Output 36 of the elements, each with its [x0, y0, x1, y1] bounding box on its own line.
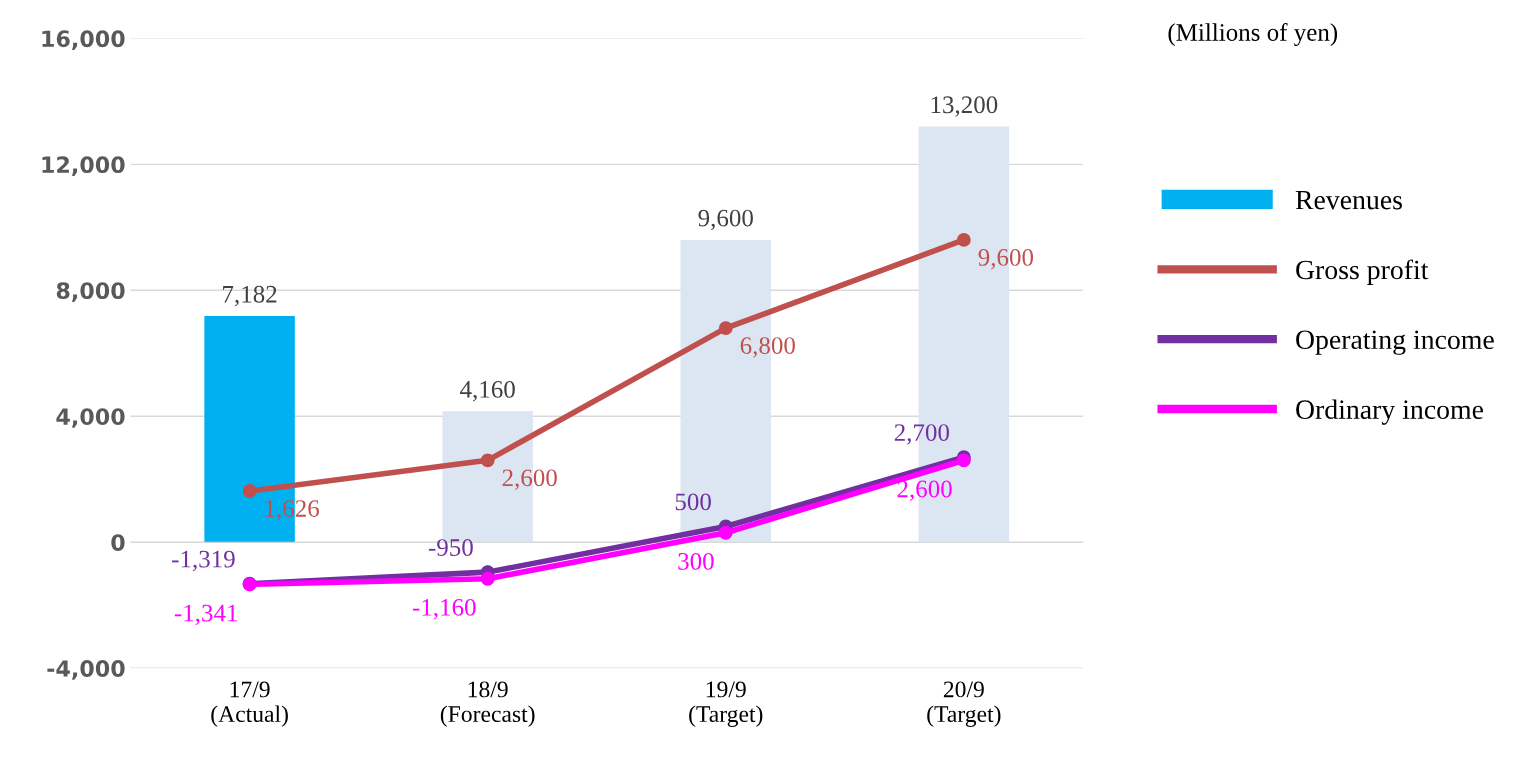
- data-label: 2,600: [897, 480, 952, 501]
- data-label: 2,700: [894, 424, 949, 445]
- text: (Millions of yen): [1168, 23, 1338, 47]
- data-label: -1,160: [412, 598, 476, 620]
- data-label: 4,160: [460, 380, 515, 402]
- data-label: 9,600: [698, 209, 753, 231]
- x-tick-label: 18/9 (Forecast): [440, 681, 535, 727]
- y-tick-label: 4,000: [56, 408, 125, 428]
- data-label: 2,600: [502, 469, 557, 490]
- y-tick-label: 12,000: [42, 156, 125, 176]
- point: [480, 571, 495, 586]
- data-label: -1,319: [172, 550, 235, 572]
- x-tick-label: 20/9 (Target): [927, 681, 1001, 727]
- data-label: 6,800: [740, 337, 795, 358]
- data-label: -1,341: [174, 604, 237, 626]
- data-label: 13,200: [931, 96, 998, 117]
- data-label: 9,600: [978, 248, 1034, 270]
- data-label: 300: [678, 552, 714, 570]
- data-label: -950: [428, 539, 473, 556]
- point: [956, 232, 971, 247]
- y-tick-label: 0: [111, 534, 125, 551]
- x-tick-label: 17/9 (Actual): [211, 681, 288, 727]
- legend-label: Revenues: [1295, 190, 1402, 210]
- y-tick-label: 16,000: [42, 30, 125, 50]
- point: [480, 453, 495, 468]
- legend-label: Operating income: [1296, 330, 1494, 355]
- point: [242, 484, 257, 498]
- y-tick-label: 8,000: [56, 282, 125, 302]
- legend-label: Ordinary income: [1296, 399, 1483, 425]
- legend-label: Gross profit: [1296, 259, 1429, 285]
- x-tick-label: 19/9 (Target): [689, 681, 763, 727]
- data-label: 7,182: [223, 285, 277, 307]
- point: [718, 525, 733, 540]
- data-label: 500: [675, 493, 711, 511]
- y-tick-label: -4,000: [47, 660, 125, 680]
- point: [718, 321, 733, 336]
